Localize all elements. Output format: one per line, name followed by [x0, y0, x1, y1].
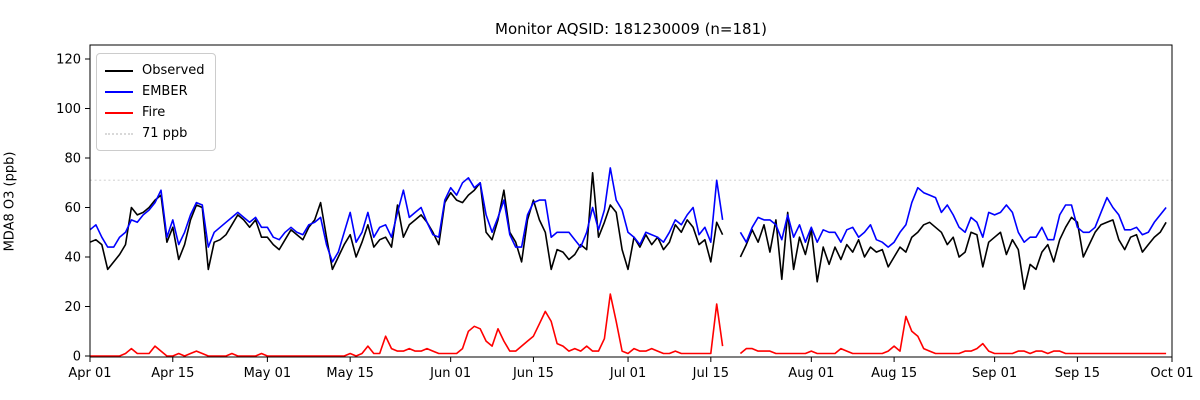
- x-tick-label: May 15: [326, 366, 374, 381]
- y-tick-label: 60: [64, 201, 81, 216]
- x-tick-label: Jun 01: [429, 366, 471, 381]
- x-tick-label: Jul 15: [692, 366, 729, 381]
- y-tick-label: 120: [56, 53, 81, 68]
- y-tick-label: 0: [73, 350, 81, 365]
- legend-label: 71 ppb: [142, 126, 188, 141]
- plot-frame: [89, 44, 1173, 358]
- x-tick-label: Sep 01: [972, 366, 1017, 381]
- legend-line-sample: [105, 90, 133, 93]
- series-fire-line: [739, 315, 1167, 355]
- legend-line-sample: [105, 111, 133, 114]
- x-tick-label: Sep 15: [1055, 366, 1100, 381]
- legend-item-fire: Fire: [105, 102, 205, 123]
- x-tick-label: Jul 01: [609, 366, 646, 381]
- x-tick-label: Aug 01: [788, 366, 834, 381]
- series-ember-line: [739, 186, 1167, 248]
- series-ember-line: [89, 167, 724, 263]
- legend-item-ember: EMBER: [105, 81, 205, 102]
- y-tick-label: 80: [64, 152, 81, 167]
- y-tick-label: 40: [64, 251, 81, 266]
- legend-label: Fire: [142, 105, 166, 120]
- x-tick-label: Apr 15: [151, 366, 194, 381]
- chart-title: Monitor AQSID: 181230009 (n=181): [495, 20, 767, 38]
- legend-label: EMBER: [142, 84, 188, 99]
- x-tick-label: May 01: [244, 366, 292, 381]
- legend-line-sample: [105, 69, 133, 72]
- x-tick-label: Apr 01: [68, 366, 111, 381]
- series-observed-line: [89, 172, 724, 271]
- legend-box: Observed EMBER Fire 71 ppb: [96, 53, 216, 151]
- x-tick-label: Oct 01: [1150, 366, 1193, 381]
- legend-item-71-ppb: 71 ppb: [105, 123, 205, 144]
- legend-line-sample: [105, 132, 133, 135]
- series-fire-line: [90, 293, 724, 357]
- series-observed-line: [739, 211, 1167, 291]
- y-tick-label: 100: [56, 102, 81, 117]
- y-axis-label: MDA8 O3 (ppb): [2, 151, 18, 252]
- x-tick-label: Aug 15: [871, 366, 917, 381]
- y-tick-label: 20: [64, 300, 81, 315]
- x-tick-label: Jun 15: [512, 366, 554, 381]
- legend-item-observed: Observed: [105, 60, 205, 81]
- legend-label: Observed: [142, 63, 205, 78]
